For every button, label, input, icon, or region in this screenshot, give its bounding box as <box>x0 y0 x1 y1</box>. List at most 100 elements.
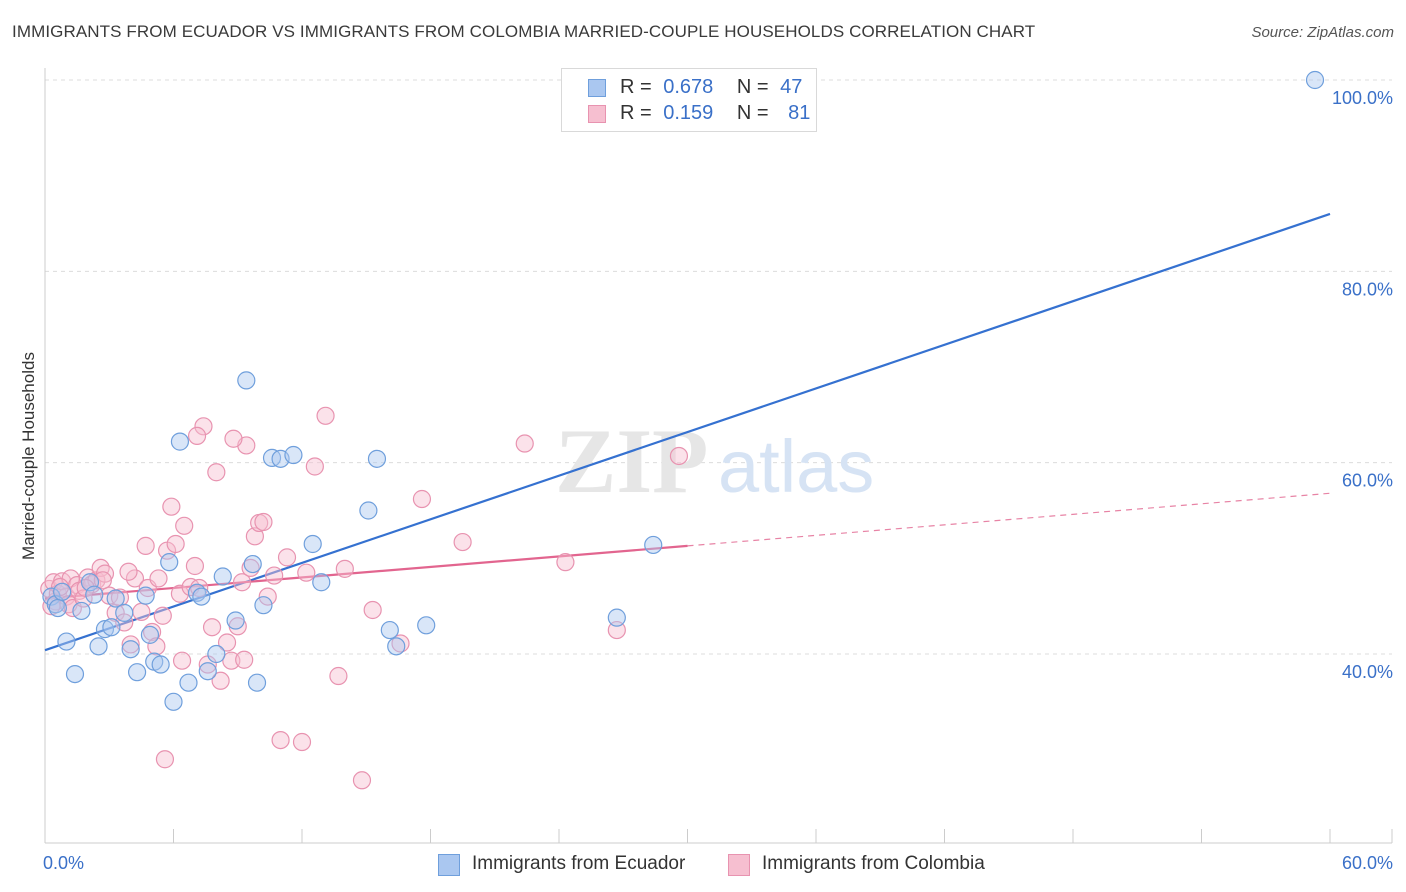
source-note: Source: ZipAtlas.com <box>1251 24 1394 41</box>
colombia-point <box>271 730 290 750</box>
ecuador-point <box>179 673 198 692</box>
colombia-point <box>147 637 166 656</box>
ecuador-point <box>359 501 378 520</box>
colombia-point <box>277 548 297 567</box>
colombia-point <box>155 750 175 769</box>
colombia-n-value: 81 <box>788 102 811 124</box>
colombia-point <box>265 566 284 585</box>
correlation-legend: R = 0.678 N = 47 R = 0.159 N = 81 <box>561 68 817 132</box>
colombia-point <box>217 633 237 652</box>
colombia-point <box>119 562 138 581</box>
ecuador-point <box>102 618 121 637</box>
x-tick-label-min: 0.0% <box>43 853 84 873</box>
colombia-point <box>329 666 348 686</box>
colombia-point <box>194 417 213 436</box>
colombia-point <box>556 553 575 572</box>
colombia-point <box>297 563 316 582</box>
axes <box>44 68 1393 844</box>
colombia-point <box>412 489 432 509</box>
ecuador-point <box>226 611 245 630</box>
ecuador-point <box>644 535 663 555</box>
colombia-point <box>363 600 382 620</box>
ecuador-point <box>106 589 125 608</box>
watermark-zip: ZIP <box>555 410 708 512</box>
colombia-point <box>352 771 372 790</box>
ecuador-point <box>254 596 273 615</box>
colombia-point <box>232 573 252 592</box>
colombia-point <box>207 463 226 482</box>
colombia-point <box>515 434 534 453</box>
ecuador-point <box>607 608 626 627</box>
colombia-point <box>166 534 185 554</box>
colombia-r-label: R = <box>620 102 652 124</box>
colombia-point <box>607 620 626 640</box>
colombia-r-value: 0.159 <box>663 102 714 124</box>
y-tick-label: 80.0% <box>1342 279 1393 299</box>
ecuador-point <box>57 632 76 651</box>
colombia-point <box>142 622 162 642</box>
ecuador-point <box>243 554 262 574</box>
ecuador-n-value: 47 <box>780 76 803 98</box>
colombia-point <box>453 532 472 552</box>
ecuador-legend-swatch <box>438 854 460 876</box>
ecuador-point <box>72 601 91 621</box>
ecuador-legend-label: Immigrants from Ecuador <box>472 853 686 874</box>
ecuador-point <box>192 587 211 606</box>
ecuador-point <box>160 553 179 572</box>
ecuador-point <box>367 449 387 468</box>
colombia-point <box>224 429 243 448</box>
colombia-legend-swatch <box>728 854 750 876</box>
colombia-point <box>175 516 194 535</box>
colombia-trend-line-extrapolated <box>687 492 1331 547</box>
ecuador-point <box>140 625 160 644</box>
ecuador-r-value: 0.678 <box>663 76 714 98</box>
colombia-point <box>305 457 324 476</box>
ecuador-point <box>115 603 134 622</box>
colombia-point <box>202 618 222 637</box>
ecuador-point <box>213 567 232 586</box>
ecuador-point <box>48 598 67 618</box>
colombia-point <box>132 602 151 622</box>
watermark-atlas: atlas <box>718 425 874 508</box>
colombia-point <box>136 536 155 555</box>
colombia-point <box>187 426 207 445</box>
ecuador-points <box>42 70 1325 711</box>
colombia-legend-label: Immigrants from Colombia <box>762 853 985 874</box>
y-axis-label: Married-couple Households <box>19 352 38 560</box>
colombia-point <box>245 527 264 546</box>
ecuador-point <box>164 692 183 711</box>
colombia-point <box>172 651 192 670</box>
ecuador-point <box>85 585 104 604</box>
watermark: ZIP atlas <box>555 410 874 512</box>
colombia-point <box>254 512 273 532</box>
ecuador-point <box>127 663 147 682</box>
colombia-point <box>235 650 254 669</box>
ecuador-point <box>247 673 267 692</box>
colombia-point <box>211 671 230 690</box>
ecuador-point <box>170 432 190 451</box>
ecuador-point <box>1305 70 1325 90</box>
ecuador-r-label: R = <box>620 76 652 98</box>
gridlines <box>45 79 1392 655</box>
ecuador-point <box>89 637 108 656</box>
ecuador-point <box>237 371 256 390</box>
ecuador-point <box>380 620 399 640</box>
ecuador-point <box>312 573 331 592</box>
y-tick-labels: 40.0% 60.0% 80.0% 100.0% <box>1332 88 1393 682</box>
colombia-point <box>95 564 115 583</box>
ecuador-point <box>65 664 85 684</box>
colombia-point <box>125 569 145 588</box>
ecuador-point <box>387 637 406 656</box>
colombia-point <box>258 587 277 606</box>
colombia-point <box>669 446 689 466</box>
colombia-point <box>149 569 168 588</box>
colombia-point <box>292 732 312 752</box>
colombia-point <box>222 651 241 670</box>
ecuador-point <box>136 586 155 605</box>
colombia-point <box>153 606 172 625</box>
y-tick-label: 100.0% <box>1332 88 1393 108</box>
colombia-point <box>121 635 140 654</box>
ecuador-point <box>121 640 140 659</box>
x-tick-label-max: 60.0% <box>1342 853 1393 873</box>
